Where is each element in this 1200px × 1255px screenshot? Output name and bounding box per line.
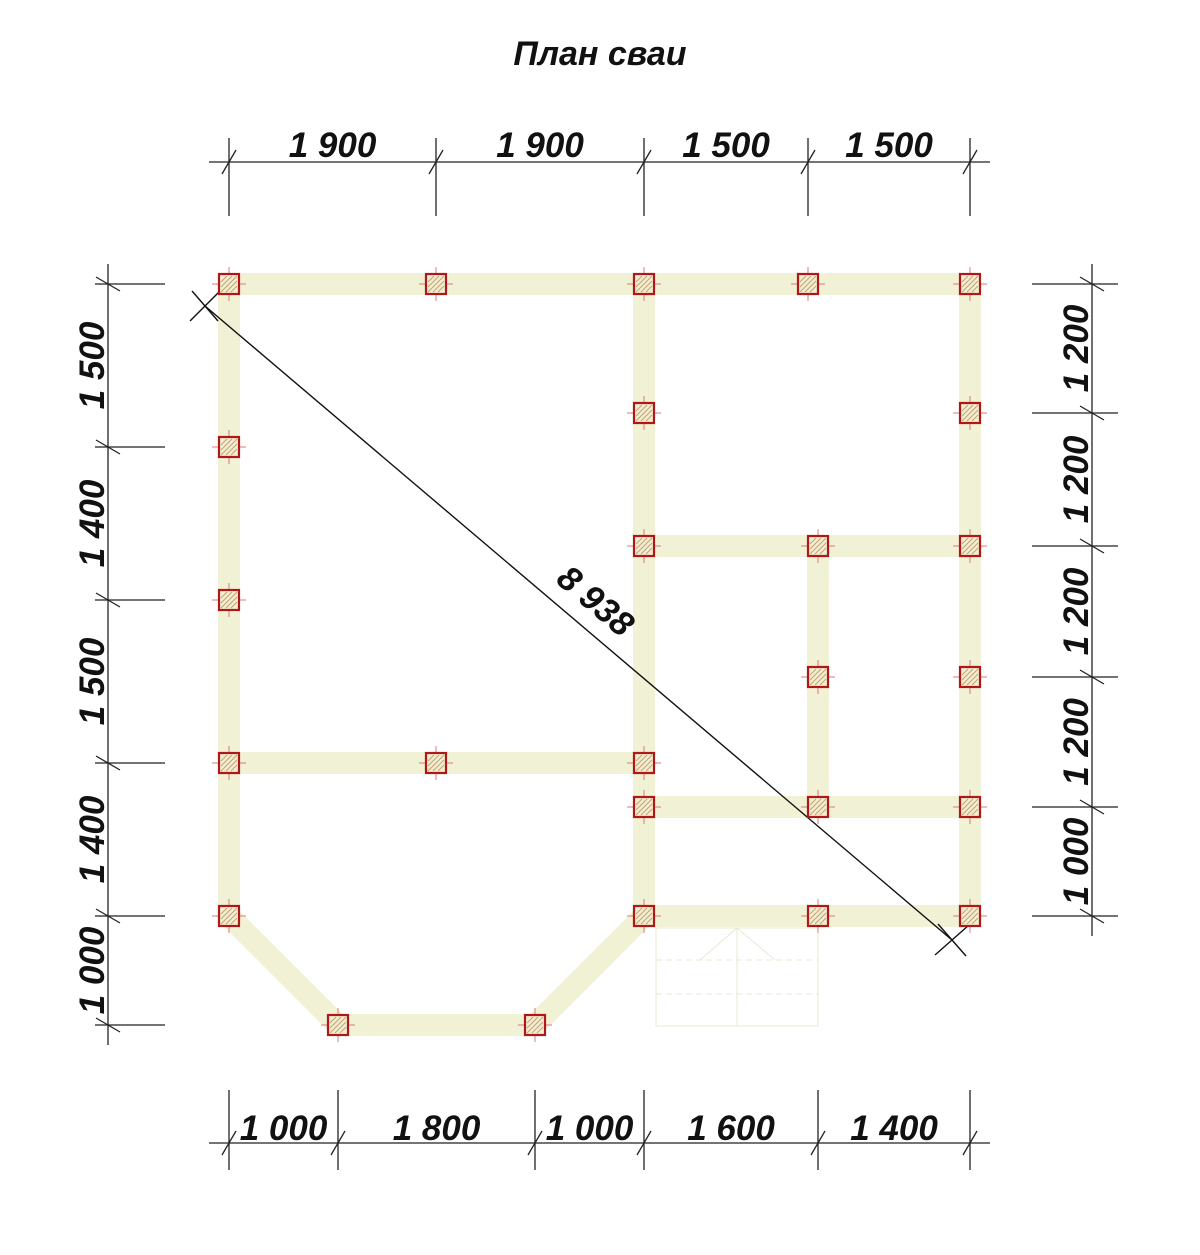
diagonal-length-label: 8 938 (549, 558, 641, 645)
dimension-label: 1 000 (240, 1109, 328, 1148)
pile-marker (627, 529, 661, 563)
pile-layer (212, 267, 987, 1042)
dimension-label: 1 000 (1057, 817, 1096, 905)
pile-marker (627, 746, 661, 780)
pile-marker (419, 746, 453, 780)
pile-marker (953, 790, 987, 824)
diagonal-dimension: 8 938 (189, 290, 970, 957)
pile-marker (212, 899, 246, 933)
pile-marker (627, 899, 661, 933)
pile-marker (953, 899, 987, 933)
pile-marker (212, 267, 246, 301)
dimension-chains: 1 900 1 900 1 500 1 500 1 000 1 800 1 000 1 600… (73, 126, 1118, 1170)
pile-marker (953, 267, 987, 301)
pile-marker (801, 529, 835, 563)
pile-marker (627, 267, 661, 301)
pile-marker (212, 583, 246, 617)
dimension-label: 1 400 (73, 479, 112, 567)
pile-marker (953, 529, 987, 563)
pile-marker (801, 660, 835, 694)
pile-marker (321, 1008, 355, 1042)
dimension-label: 1 500 (682, 126, 770, 165)
bay-window-beams (218, 905, 655, 1036)
dimension-label: 1 200 (1057, 698, 1096, 786)
pile-marker (627, 396, 661, 430)
pile-marker (627, 790, 661, 824)
dimension-label: 1 400 (850, 1109, 938, 1148)
dimension-label: 1 800 (393, 1109, 481, 1148)
left-dimension-chain: 1 500 1 400 1 500 1 400 1 000 (73, 264, 165, 1045)
dimension-label: 1 200 (1057, 435, 1096, 523)
dimension-label: 1 600 (687, 1109, 775, 1148)
dimension-label: 1 400 (73, 795, 112, 883)
dimension-label: 1 200 (1057, 304, 1096, 392)
pile-marker (212, 430, 246, 464)
pile-marker (953, 660, 987, 694)
dimension-label: 1 500 (73, 321, 112, 409)
bottom-dimension-chain: 1 000 1 800 1 000 1 600 1 400 (209, 1090, 990, 1170)
pile-marker (212, 746, 246, 780)
beam-bay-left (218, 905, 349, 1036)
pile-marker (801, 899, 835, 933)
pile-marker (518, 1008, 552, 1042)
dimension-label: 1 900 (496, 126, 584, 165)
pile-marker (419, 267, 453, 301)
drawing-title: План сваи (513, 35, 686, 73)
beam-bay-right (524, 905, 655, 1036)
dimension-label: 1 200 (1057, 567, 1096, 655)
dimension-label: 1 500 (73, 637, 112, 725)
pile-marker (801, 790, 835, 824)
pile-marker (791, 267, 825, 301)
dimension-label: 1 000 (73, 926, 112, 1014)
right-dimension-chain: 1 200 1 200 1 200 1 200 1 000 (1032, 264, 1118, 936)
porch-steps (655, 927, 819, 1027)
dimension-label: 1 500 (845, 126, 933, 165)
dimension-label: 1 000 (546, 1109, 634, 1148)
top-dimension-chain: 1 900 1 900 1 500 1 500 (209, 126, 990, 216)
dimension-label: 1 900 (289, 126, 377, 165)
pile-marker (953, 396, 987, 430)
beam-layer (218, 273, 981, 1036)
